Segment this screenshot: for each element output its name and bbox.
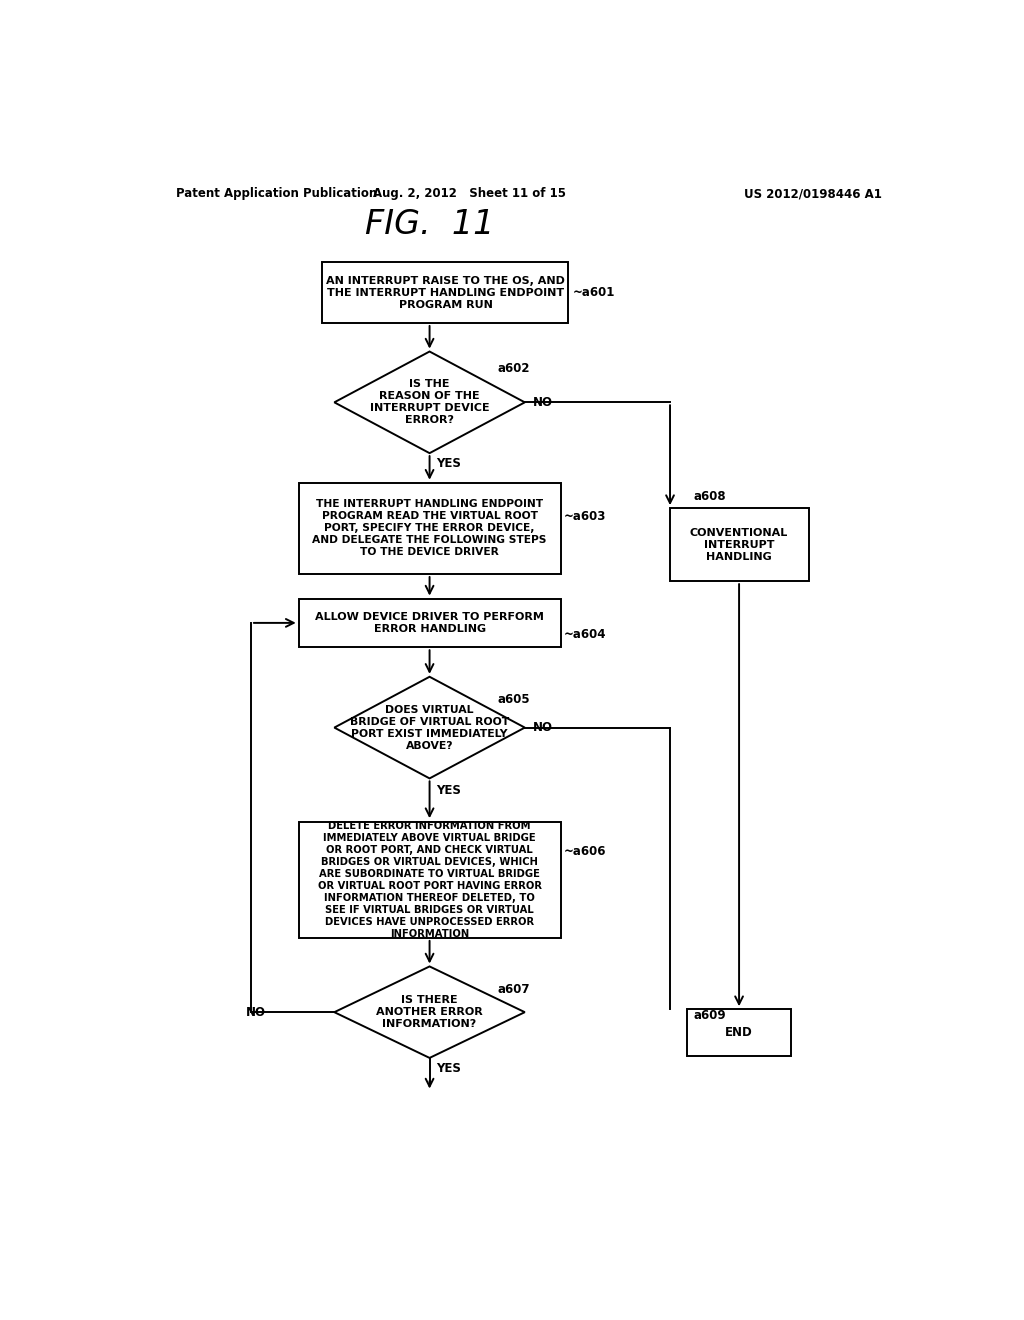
Text: YES: YES	[436, 784, 461, 797]
Text: YES: YES	[436, 457, 461, 470]
Polygon shape	[334, 966, 524, 1057]
Polygon shape	[334, 351, 524, 453]
Text: AN INTERRUPT RAISE TO THE OS, AND
THE INTERRUPT HANDLING ENDPOINT
PROGRAM RUN: AN INTERRUPT RAISE TO THE OS, AND THE IN…	[326, 276, 565, 310]
Text: DOES VIRTUAL
BRIDGE OF VIRTUAL ROOT
PORT EXIST IMMEDIATELY
ABOVE?: DOES VIRTUAL BRIDGE OF VIRTUAL ROOT PORT…	[350, 705, 509, 751]
FancyBboxPatch shape	[299, 483, 560, 574]
Text: ~a604: ~a604	[563, 627, 606, 640]
Text: Patent Application Publication: Patent Application Publication	[176, 187, 377, 201]
FancyBboxPatch shape	[687, 1008, 791, 1056]
FancyBboxPatch shape	[299, 598, 560, 647]
Text: a609: a609	[693, 1008, 726, 1022]
Text: ALLOW DEVICE DRIVER TO PERFORM
ERROR HANDLING: ALLOW DEVICE DRIVER TO PERFORM ERROR HAN…	[315, 612, 544, 634]
Text: IS THE
REASON OF THE
INTERRUPT DEVICE
ERROR?: IS THE REASON OF THE INTERRUPT DEVICE ER…	[370, 379, 489, 425]
Text: ~a601: ~a601	[572, 286, 614, 300]
Text: NO: NO	[532, 396, 553, 409]
FancyBboxPatch shape	[670, 508, 809, 581]
Text: NO: NO	[532, 721, 553, 734]
Text: YES: YES	[436, 1061, 461, 1074]
FancyBboxPatch shape	[299, 821, 560, 939]
FancyBboxPatch shape	[323, 263, 568, 323]
Text: a608: a608	[693, 490, 726, 503]
Text: CONVENTIONAL
INTERRUPT
HANDLING: CONVENTIONAL INTERRUPT HANDLING	[690, 528, 788, 561]
Text: US 2012/0198446 A1: US 2012/0198446 A1	[744, 187, 882, 201]
Text: FIG.  11: FIG. 11	[365, 209, 495, 242]
Text: ~a603: ~a603	[563, 510, 606, 523]
Text: a605: a605	[497, 693, 529, 706]
Text: END: END	[725, 1026, 753, 1039]
Text: IS THERE
ANOTHER ERROR
INFORMATION?: IS THERE ANOTHER ERROR INFORMATION?	[376, 995, 483, 1030]
Text: Aug. 2, 2012   Sheet 11 of 15: Aug. 2, 2012 Sheet 11 of 15	[373, 187, 565, 201]
Text: NO: NO	[246, 1006, 265, 1019]
Text: ~a606: ~a606	[563, 845, 606, 858]
Polygon shape	[334, 677, 524, 779]
Text: a607: a607	[497, 983, 529, 997]
Text: a602: a602	[497, 362, 529, 375]
Text: DELETE ERROR INFORMATION FROM
IMMEDIATELY ABOVE VIRTUAL BRIDGE
OR ROOT PORT, AND: DELETE ERROR INFORMATION FROM IMMEDIATEL…	[317, 821, 542, 939]
Text: THE INTERRUPT HANDLING ENDPOINT
PROGRAM READ THE VIRTUAL ROOT
PORT, SPECIFY THE : THE INTERRUPT HANDLING ENDPOINT PROGRAM …	[312, 499, 547, 557]
